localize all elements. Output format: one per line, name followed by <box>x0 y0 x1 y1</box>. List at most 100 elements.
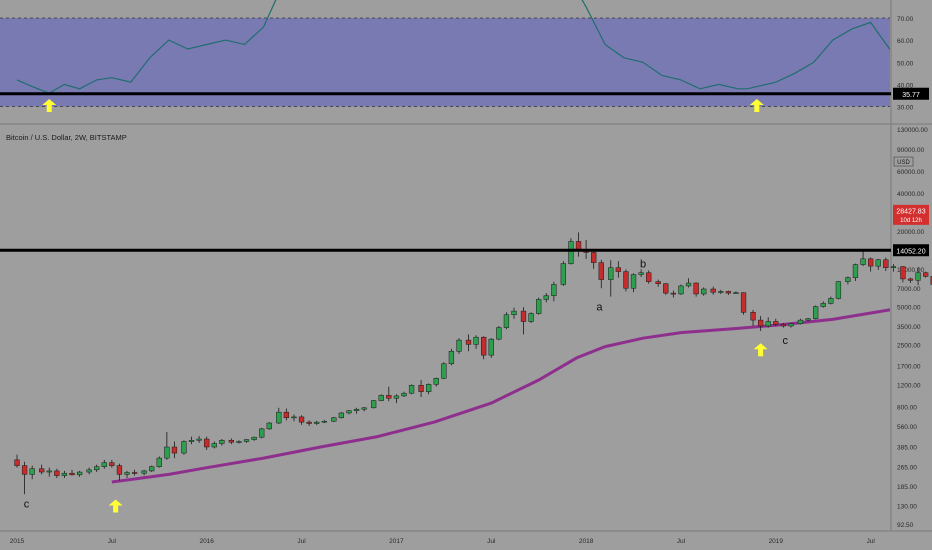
candle-body <box>378 395 384 401</box>
candle-body <box>915 272 921 281</box>
candle-body <box>259 428 265 438</box>
time-tick-label: Jul <box>487 538 496 545</box>
candle-body <box>828 298 834 304</box>
candle-body <box>930 276 932 285</box>
candle-body <box>283 411 290 418</box>
candle-body <box>646 272 652 282</box>
candle-body <box>361 407 367 410</box>
candle-body <box>196 438 202 441</box>
candle-body <box>54 470 60 476</box>
support-label: 14052.20 <box>896 249 925 256</box>
candle-body <box>456 339 462 352</box>
rsi-tick-label: 30.00 <box>897 105 914 112</box>
candle-body <box>860 258 866 265</box>
time-tick-label: Jul <box>297 538 306 545</box>
candle-body <box>21 465 28 475</box>
candle-body <box>418 384 424 392</box>
candle-body <box>219 440 225 444</box>
price-tick-label: 800.00 <box>897 404 917 411</box>
wave-label: a <box>596 302 603 314</box>
candle-body <box>141 470 147 474</box>
price-tick-label: 2500.00 <box>897 342 921 349</box>
price-tick-label: 90000.00 <box>897 147 924 154</box>
candle-body <box>693 282 699 295</box>
time-tick-label: 2016 <box>199 538 214 545</box>
candle-body <box>623 271 629 289</box>
candle-body <box>61 472 68 476</box>
price-tick-label: 130000.00 <box>897 127 928 134</box>
candle-body <box>663 283 669 294</box>
candle-body <box>560 263 566 285</box>
candle-body <box>321 420 327 423</box>
price-arrow-icon <box>108 499 123 513</box>
time-tick-label: Jul <box>108 538 117 545</box>
candle-body <box>511 310 517 316</box>
price-tick-label: 560.00 <box>897 424 917 431</box>
candle-body <box>757 319 764 327</box>
candle-body <box>473 336 479 345</box>
candle-body <box>907 278 914 281</box>
chart-title: Bitcoin / U.S. Dollar, 2W, BITSTAMP <box>6 133 127 142</box>
price-tick-label: 92.50 <box>897 522 914 529</box>
candle-body <box>710 288 716 293</box>
candle-body <box>725 291 732 294</box>
candle-body <box>797 319 804 324</box>
candle-body <box>188 440 195 442</box>
candle-body <box>338 412 345 418</box>
candle-body <box>331 417 337 422</box>
candle-body <box>812 306 819 319</box>
candle-body <box>401 392 407 397</box>
countdown-label: 10d 12h <box>900 218 922 224</box>
candle-body <box>852 264 859 278</box>
candle-body <box>171 446 178 454</box>
candle-body <box>718 291 724 293</box>
candle-body <box>820 303 826 307</box>
candle-body <box>181 441 187 454</box>
candle-body <box>608 267 614 280</box>
candle-body <box>353 408 360 411</box>
rsi-arrow-icon <box>749 99 764 112</box>
candle-body <box>733 292 739 294</box>
currency-box[interactable] <box>893 156 914 167</box>
rsi-arrow-icon <box>42 99 57 112</box>
candle-body <box>298 416 305 423</box>
time-tick-label: 2015 <box>10 538 25 545</box>
rsi-tick-label: 60.00 <box>897 38 914 45</box>
candle-body <box>536 299 542 314</box>
price-tick-label: 40000.00 <box>897 191 924 198</box>
candle-body <box>386 395 392 399</box>
candle-body <box>701 288 707 295</box>
candle-body <box>890 266 897 268</box>
candle-body <box>94 466 100 471</box>
candle-body <box>29 468 35 475</box>
last-price-label: 28427.83 <box>896 208 925 215</box>
candle-body <box>441 363 447 379</box>
candle-body <box>591 252 597 263</box>
rsi-level-label-box <box>893 87 929 100</box>
candle-body <box>685 282 692 287</box>
candle-body <box>109 462 115 466</box>
candle-body <box>678 285 684 295</box>
candle-body <box>76 471 83 476</box>
candle-body <box>276 411 282 424</box>
candle-body <box>543 295 549 300</box>
support-label-box <box>893 244 929 257</box>
candle-body <box>875 259 881 267</box>
candle-body <box>883 259 889 268</box>
candle-body <box>433 378 439 385</box>
time-tick-label: Jul <box>677 538 686 545</box>
candle-body <box>14 459 20 466</box>
candle-body <box>306 421 312 424</box>
candle-body <box>551 284 557 296</box>
candle-body <box>211 443 217 448</box>
candle-body <box>670 292 677 295</box>
time-tick-label: 2019 <box>769 538 784 545</box>
price-tick-label: 130.00 <box>897 503 917 510</box>
candle-body <box>788 323 794 327</box>
candle-body <box>69 472 75 476</box>
candle-body <box>496 327 502 340</box>
price-tick-label: 7000.00 <box>897 286 921 293</box>
candle-body <box>750 312 756 321</box>
candle-body <box>291 416 297 419</box>
